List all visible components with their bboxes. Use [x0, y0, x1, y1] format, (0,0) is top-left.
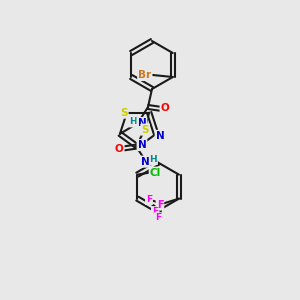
Text: O: O — [160, 103, 169, 113]
Text: N: N — [156, 131, 164, 141]
Text: F: F — [146, 195, 152, 204]
Text: F: F — [157, 200, 163, 210]
Text: Br: Br — [138, 70, 151, 80]
Text: S: S — [141, 124, 149, 135]
Text: H: H — [149, 155, 157, 164]
Text: N: N — [138, 140, 146, 150]
Text: F: F — [155, 213, 161, 222]
Text: Cl: Cl — [150, 168, 161, 178]
Text: F: F — [152, 207, 158, 216]
Text: H: H — [129, 118, 137, 127]
Text: N: N — [138, 118, 146, 128]
Text: O: O — [115, 144, 124, 154]
Text: S: S — [120, 108, 127, 118]
Text: N: N — [141, 157, 149, 166]
